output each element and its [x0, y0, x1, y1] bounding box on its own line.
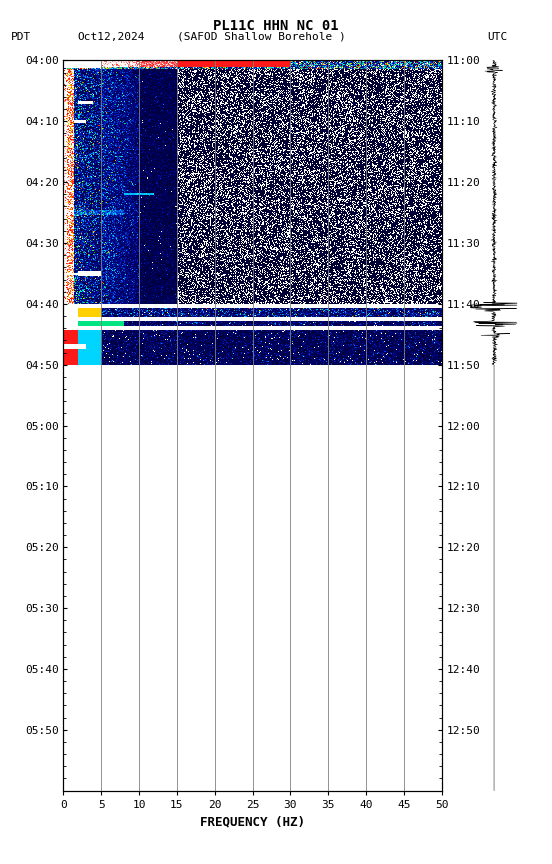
Text: Oct12,2024: Oct12,2024: [77, 32, 145, 42]
Text: PL11C HHN NC 01: PL11C HHN NC 01: [213, 19, 339, 33]
Text: UTC: UTC: [487, 32, 508, 42]
Text: PDT: PDT: [11, 32, 31, 42]
Text: (SAFOD Shallow Borehole ): (SAFOD Shallow Borehole ): [177, 32, 346, 42]
X-axis label: FREQUENCY (HZ): FREQUENCY (HZ): [200, 815, 305, 828]
